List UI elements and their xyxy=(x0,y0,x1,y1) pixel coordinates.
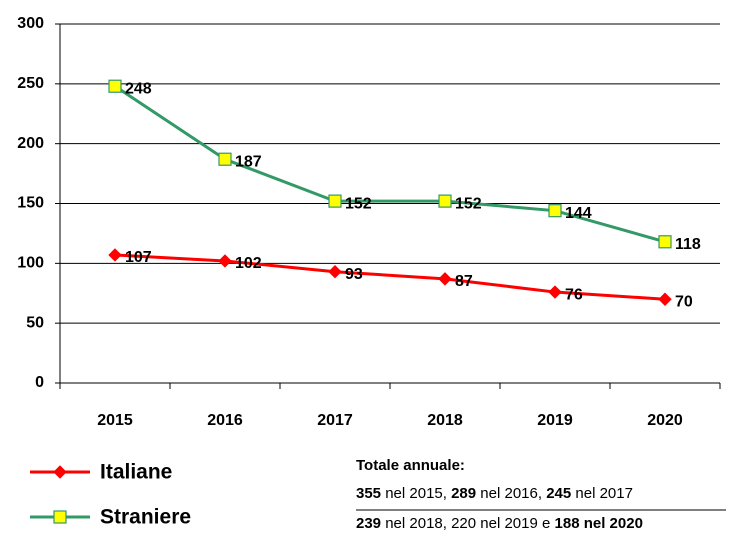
note-heading: Totale annuale: xyxy=(356,457,465,474)
marker xyxy=(108,79,122,93)
marker xyxy=(658,292,672,306)
marker xyxy=(328,265,342,279)
marker xyxy=(438,194,452,208)
data-label: 70 xyxy=(675,293,693,310)
note-segment: 289 xyxy=(451,485,476,502)
data-label: 87 xyxy=(455,273,473,290)
note-segment: 239 xyxy=(356,515,381,532)
marker xyxy=(658,235,672,249)
note-segment: nel 2015, xyxy=(381,485,451,502)
data-label: 93 xyxy=(345,266,363,283)
y-tick-label: 200 xyxy=(17,135,44,152)
legend-label: Straniere xyxy=(100,506,191,529)
marker xyxy=(438,272,452,286)
note-line: 355 nel 2015, 289 nel 2016, 245 nel 2017 xyxy=(356,485,633,502)
data-label: 248 xyxy=(125,80,152,97)
x-tick-label: 2017 xyxy=(317,412,353,429)
data-label: 144 xyxy=(565,205,592,222)
legend-marker xyxy=(53,465,67,479)
data-label: 76 xyxy=(565,286,583,303)
x-tick-label: 2020 xyxy=(647,412,683,429)
note-segment: nel 2016, xyxy=(476,485,546,502)
data-label: 152 xyxy=(455,195,482,212)
data-label: 152 xyxy=(345,195,372,212)
note-segment: 245 xyxy=(546,485,571,502)
marker xyxy=(328,194,342,208)
marker xyxy=(218,254,232,268)
x-tick-label: 2018 xyxy=(427,412,463,429)
note-segment: 188 nel 2020 xyxy=(555,515,643,532)
data-label: 187 xyxy=(235,153,262,170)
y-tick-label: 250 xyxy=(17,75,44,92)
y-tick-label: 50 xyxy=(26,314,44,331)
y-tick-label: 300 xyxy=(17,15,44,32)
series-line xyxy=(114,84,666,244)
marker xyxy=(108,248,122,262)
legend-label: Italiane xyxy=(100,461,172,484)
note-segment: nel 2017 xyxy=(571,485,633,502)
note-segment: nel 2018, 220 nel 2019 e xyxy=(381,515,554,532)
series-line xyxy=(114,253,666,301)
data-label: 102 xyxy=(235,255,262,272)
x-tick-label: 2016 xyxy=(207,412,243,429)
marker xyxy=(548,204,562,218)
y-tick-label: 150 xyxy=(17,195,44,212)
y-tick-label: 0 xyxy=(35,374,44,391)
data-label: 118 xyxy=(675,236,701,253)
x-tick-label: 2015 xyxy=(97,412,133,429)
y-tick-label: 100 xyxy=(17,255,44,272)
note-line: 239 nel 2018, 220 nel 2019 e 188 nel 202… xyxy=(356,515,643,532)
data-label: 107 xyxy=(125,249,152,266)
note-segment: 355 xyxy=(356,485,381,502)
legend-marker xyxy=(53,510,67,524)
marker xyxy=(548,285,562,299)
marker xyxy=(218,152,232,166)
x-tick-label: 2019 xyxy=(537,412,573,429)
